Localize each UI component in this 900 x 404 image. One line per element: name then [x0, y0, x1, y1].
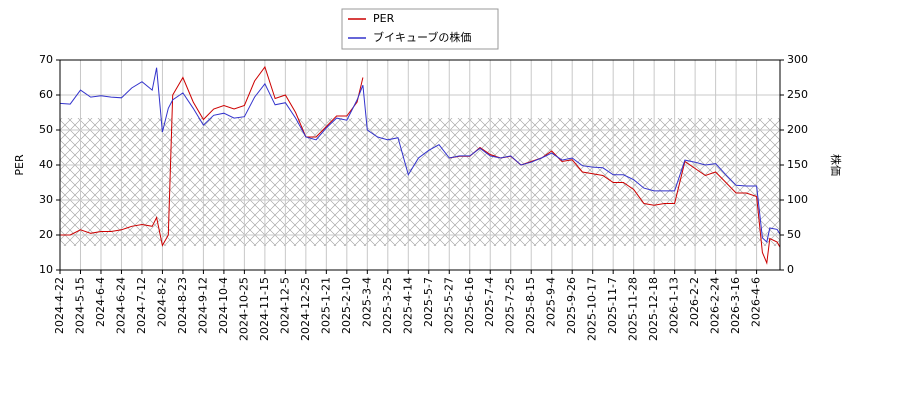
- legend-label: PER: [373, 12, 395, 25]
- y-tick-label: 60: [39, 88, 53, 101]
- x-tick-label: 2024-10-25: [237, 277, 250, 341]
- x-tick-label: 2025-5-7: [422, 277, 435, 327]
- series-line: [59, 67, 781, 243]
- y-tick-label: 40: [39, 158, 53, 171]
- x-tick-label: 2026-2-24: [709, 277, 722, 334]
- x-tick-label: 2024-4-22: [53, 277, 66, 334]
- x-tick-label: 2025-9-26: [565, 277, 578, 334]
- y-tick-label: 30: [39, 193, 53, 206]
- legend-box: [341, 8, 499, 50]
- x-tick-label: 2025-10-17: [586, 277, 599, 341]
- y2-tick-label: 100: [787, 193, 808, 206]
- x-tick-label: 2025-7-4: [483, 277, 496, 327]
- y-tick-label: 20: [39, 228, 53, 241]
- x-tick-label: 2025-1-21: [319, 277, 332, 334]
- x-tick-label: 2024-12-5: [278, 277, 291, 334]
- x-tick-label: 2024-10-4: [217, 277, 230, 334]
- hatched-band: [60, 118, 780, 246]
- x-tick-label: 2025-2-10: [340, 277, 353, 334]
- x-tick-label: 2024-9-12: [196, 277, 209, 334]
- x-tick-label: 2025-9-4: [545, 277, 558, 327]
- x-tick-label: 2025-11-7: [606, 277, 619, 334]
- x-tick-label: 2025-4-14: [401, 277, 414, 334]
- y2-tick-label: 0: [787, 263, 794, 276]
- y2-tick-label: 50: [787, 228, 801, 241]
- plot-frame: [59, 59, 781, 271]
- x-tick-label: 2025-8-15: [524, 277, 537, 334]
- y2-axis-label: 株価: [829, 154, 843, 176]
- x-tick-label: 2025-6-16: [463, 277, 476, 334]
- x-tick-label: 2024-6-4: [94, 277, 107, 327]
- y-axis-label: PER: [13, 154, 26, 176]
- y2-tick-label: 150: [787, 158, 808, 171]
- x-tick-label: 2024-11-15: [258, 277, 271, 341]
- x-tick-label: 2024-8-2: [155, 277, 168, 327]
- x-tick-label: 2025-11-28: [627, 277, 640, 341]
- legend-label: ブイキューブの株価: [373, 30, 471, 44]
- legend: PER ブイキューブの株価: [341, 8, 499, 50]
- x-tick-label: 2024-12-25: [299, 277, 312, 341]
- x-tick-label: 2024-6-24: [114, 277, 127, 334]
- x-tick-label: 2024-8-23: [176, 277, 189, 334]
- x-tick-label: 2025-7-25: [504, 277, 517, 334]
- x-tick-label: 2026-1-13: [668, 277, 681, 334]
- x-tick-label: 2025-3-25: [381, 277, 394, 334]
- x-tick-label: 2025-3-4: [360, 277, 373, 327]
- x-tick-label: 2026-3-16: [729, 277, 742, 334]
- x-tick-label: 2025-5-27: [442, 277, 455, 334]
- x-tick-label: 2026-4-6: [750, 277, 763, 327]
- y2-tick-label: 250: [787, 88, 808, 101]
- y2-tick-label: 200: [787, 123, 808, 136]
- y-tick-label: 70: [39, 53, 53, 66]
- y-tick-label: 50: [39, 123, 53, 136]
- x-tick-label: 2025-12-18: [647, 277, 660, 341]
- y-tick-label: 10: [39, 263, 53, 276]
- x-tick-label: 2024-5-15: [73, 277, 86, 334]
- x-tick-label: 2024-7-12: [135, 277, 148, 334]
- x-tick-label: 2026-2-2: [688, 277, 701, 327]
- y2-tick-label: 300: [787, 53, 808, 66]
